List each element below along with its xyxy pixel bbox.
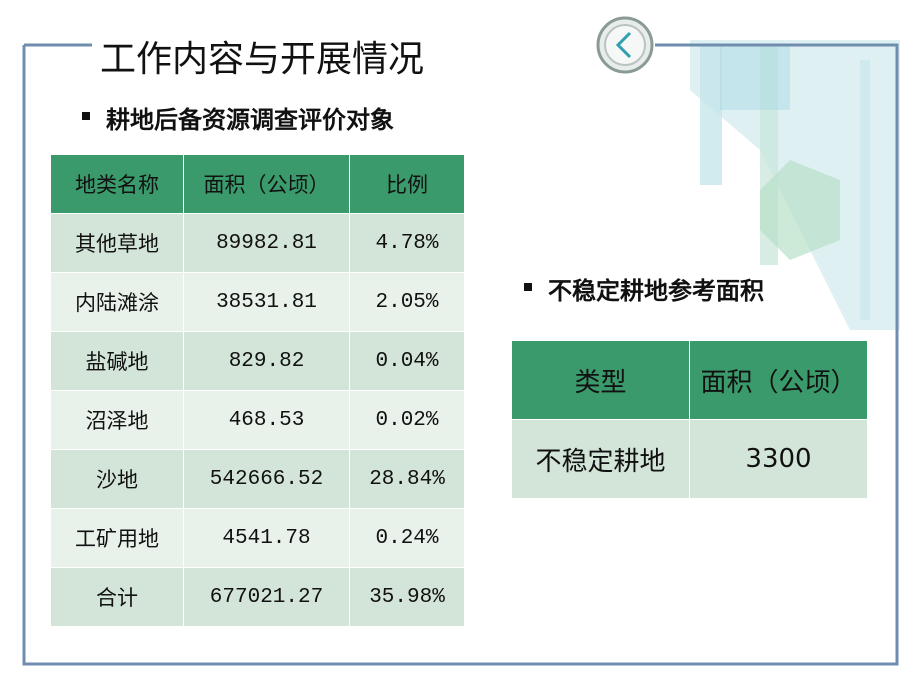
table: 地类名称 面积（公顷） 比例 其他草地 89982.81 4.78% 内陆滩涂 38531.8… <box>50 154 465 627</box>
pattern-bar <box>700 45 722 185</box>
header-cell: 类型 <box>511 340 690 420</box>
header-cell: 面积（公顷） <box>183 154 350 214</box>
table-row: 沙地 542666.52 28.84% <box>50 449 465 509</box>
table-row: 类型 面积（公顷） <box>511 340 868 420</box>
cell: 盐碱地 <box>50 331 184 391</box>
cell: 0.04% <box>349 331 465 391</box>
cell: 829.82 <box>183 331 350 391</box>
bullet <box>82 112 90 120</box>
table-row: 不稳定耕地 3300 <box>511 419 868 499</box>
heading: 耕地后备资源调查评价对象 <box>106 106 394 134</box>
cell: 工矿用地 <box>50 508 184 568</box>
pattern-bar <box>860 60 870 320</box>
frame-line <box>22 43 899 666</box>
cell: 沙地 <box>50 449 184 509</box>
table-row: 其他草地 89982.81 4.78% <box>50 213 465 273</box>
heading: 不稳定耕地参考面积 <box>548 277 764 305</box>
table-row: 工矿用地 4541.78 0.24% <box>50 508 465 568</box>
cell: 2.05% <box>349 272 465 332</box>
cell: 沼泽地 <box>50 390 184 450</box>
back-button-inner[interactable] <box>604 24 646 66</box>
cell: 不稳定耕地 <box>511 419 690 499</box>
title: 工作内容与开展情况 <box>100 39 425 80</box>
table-row: 合计 677021.27 35.98% <box>50 567 465 627</box>
cell: 677021.27 <box>183 567 350 627</box>
cell: 4541.78 <box>183 508 350 568</box>
cell: 其他草地 <box>50 213 184 273</box>
bullet <box>524 283 532 291</box>
pattern-block <box>720 45 790 110</box>
back-arrow[interactable] <box>615 31 632 59</box>
header-cell: 面积（公顷） <box>689 340 868 420</box>
table-row: 盐碱地 829.82 0.04% <box>50 331 465 391</box>
cell: 4.78% <box>349 213 465 273</box>
cell: 3300 <box>689 419 868 499</box>
table-row: 地类名称 面积（公顷） 比例 <box>50 154 465 214</box>
header-cell: 比例 <box>349 154 465 214</box>
cell: 38531.81 <box>183 272 350 332</box>
cell: 468.53 <box>183 390 350 450</box>
cell: 35.98% <box>349 567 465 627</box>
cell: 28.84% <box>349 449 465 509</box>
table-row: 沼泽地 468.53 0.02% <box>50 390 465 450</box>
cell: 89982.81 <box>183 213 350 273</box>
cell: 内陆滩涂 <box>50 272 184 332</box>
header-cell: 地类名称 <box>50 154 184 214</box>
table: 类型 面积（公顷） 不稳定耕地 3300 <box>511 340 868 499</box>
cell: 0.24% <box>349 508 465 568</box>
table-row: 内陆滩涂 38531.81 2.05% <box>50 272 465 332</box>
pattern-hex <box>760 160 840 260</box>
cell: 合计 <box>50 567 184 627</box>
cell: 0.02% <box>349 390 465 450</box>
cell: 542666.52 <box>183 449 350 509</box>
